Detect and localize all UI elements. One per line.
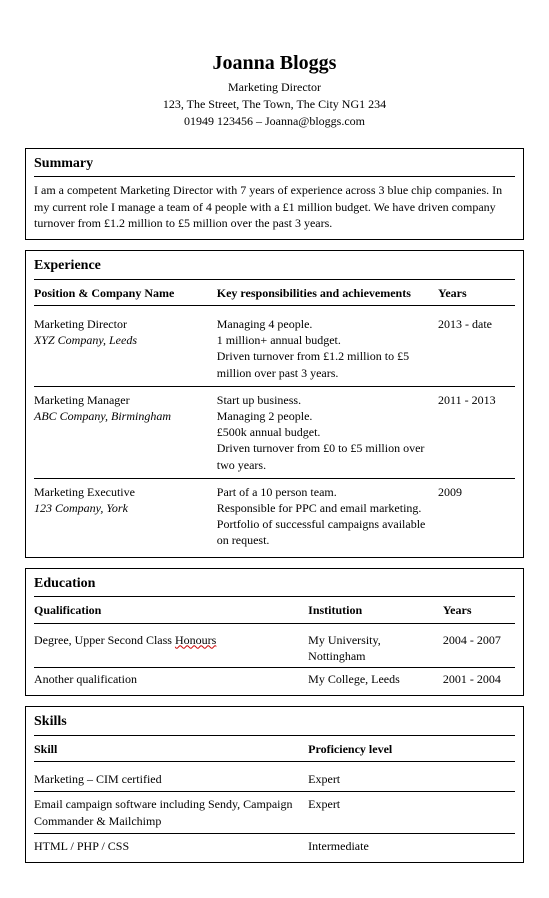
edu-qual-text: Degree, Upper Second Class xyxy=(34,633,175,647)
experience-row: Marketing DirectorXYZ Company, LeedsMana… xyxy=(34,311,515,387)
exp-position: Marketing Director xyxy=(34,316,209,332)
skill-row: Marketing – CIM certifiedExpert xyxy=(34,767,515,792)
skill-level: Expert xyxy=(308,796,515,828)
candidate-address: 123, The Street, The Town, The City NG1 … xyxy=(25,96,524,112)
exp-responsibilities: Managing 4 people.1 million+ annual budg… xyxy=(217,316,438,381)
education-rows: Degree, Upper Second Class HonoursMy Uni… xyxy=(34,629,515,688)
exp-resp-line: Managing 4 people. xyxy=(217,316,430,332)
education-row: Another qualification My College, Leeds20… xyxy=(34,668,515,687)
education-title: Education xyxy=(34,575,515,598)
edu-institution: My University, Nottingham xyxy=(308,632,443,664)
edu-header-qual: Qualification xyxy=(34,602,308,618)
exp-resp-line: Driven turnover from £1.2 million to £5 … xyxy=(217,348,430,380)
edu-qual-text: Another qualification xyxy=(34,672,137,686)
skill-header-skill: Skill xyxy=(34,741,308,757)
summary-section: Summary I am a competent Marketing Direc… xyxy=(25,148,524,240)
exp-position-company: Marketing DirectorXYZ Company, Leeds xyxy=(34,316,217,381)
document-header: Joanna Bloggs Marketing Director 123, Th… xyxy=(25,50,524,130)
skill-name: Marketing – CIM certified xyxy=(34,771,308,787)
skills-section: Skills Skill Proficiency level Marketing… xyxy=(25,706,524,863)
exp-company: XYZ Company, Leeds xyxy=(34,332,209,348)
exp-responsibilities: Part of a 10 person team.Responsible for… xyxy=(217,484,438,549)
candidate-role: Marketing Director xyxy=(25,79,524,95)
exp-position-company: Marketing ManagerABC Company, Birmingham xyxy=(34,392,217,473)
education-section: Education Qualification Institution Year… xyxy=(25,568,524,697)
edu-header-years: Years xyxy=(443,602,515,618)
skill-name: HTML / PHP / CSS xyxy=(34,838,308,854)
exp-position: Marketing Manager xyxy=(34,392,209,408)
skill-name: Email campaign software including Sendy,… xyxy=(34,796,308,828)
exp-resp-line: Portfolio of successful campaigns availa… xyxy=(217,516,430,548)
exp-company: ABC Company, Birmingham xyxy=(34,408,209,424)
experience-title: Experience xyxy=(34,257,515,280)
candidate-name: Joanna Bloggs xyxy=(25,50,524,77)
edu-years: 2004 - 2007 xyxy=(443,632,515,664)
exp-header-resp: Key responsibilities and achievements xyxy=(217,285,438,301)
exp-resp-line: Start up business. xyxy=(217,392,430,408)
exp-resp-line: Driven turnover from £0 to £5 million ov… xyxy=(217,440,430,472)
exp-header-years: Years xyxy=(438,285,515,301)
exp-resp-line: Part of a 10 person team. xyxy=(217,484,430,500)
skill-row: Email campaign software including Sendy,… xyxy=(34,792,515,833)
exp-resp-line: 1 million+ annual budget. xyxy=(217,332,430,348)
edu-qualification: Degree, Upper Second Class Honours xyxy=(34,632,308,664)
exp-position: Marketing Executive xyxy=(34,484,209,500)
experience-row: Marketing Executive123 Company, YorkPart… xyxy=(34,479,515,549)
edu-institution: My College, Leeds xyxy=(308,671,443,687)
exp-years: 2013 - date xyxy=(438,316,515,381)
exp-years: 2009 xyxy=(438,484,515,549)
exp-header-position: Position & Company Name xyxy=(34,285,217,301)
experience-row: Marketing ManagerABC Company, Birmingham… xyxy=(34,387,515,479)
exp-resp-line: Managing 2 people. xyxy=(217,408,430,424)
spellcheck-squiggle: Honours xyxy=(175,633,216,647)
education-row: Degree, Upper Second Class HonoursMy Uni… xyxy=(34,629,515,668)
skills-rows: Marketing – CIM certifiedExpertEmail cam… xyxy=(34,767,515,854)
exp-company: 123 Company, York xyxy=(34,500,209,516)
exp-resp-line: Responsible for PPC and email marketing. xyxy=(217,500,430,516)
skill-row: HTML / PHP / CSSIntermediate xyxy=(34,834,515,854)
candidate-contact: 01949 123456 – Joanna@bloggs.com xyxy=(25,113,524,129)
edu-years: 2001 - 2004 xyxy=(443,671,515,687)
summary-text: I am a competent Marketing Director with… xyxy=(34,182,515,231)
experience-rows: Marketing DirectorXYZ Company, LeedsMana… xyxy=(34,311,515,548)
edu-header-inst: Institution xyxy=(308,602,443,618)
summary-title: Summary xyxy=(34,155,515,178)
skill-header-level: Proficiency level xyxy=(308,741,515,757)
edu-qualification: Another qualification xyxy=(34,671,308,687)
skill-level: Expert xyxy=(308,771,515,787)
experience-section: Experience Position & Company Name Key r… xyxy=(25,250,524,558)
education-headers: Qualification Institution Years xyxy=(34,602,515,623)
exp-responsibilities: Start up business.Managing 2 people.£500… xyxy=(217,392,438,473)
exp-resp-line: £500k annual budget. xyxy=(217,424,430,440)
skills-title: Skills xyxy=(34,713,515,736)
exp-years: 2011 - 2013 xyxy=(438,392,515,473)
skill-level: Intermediate xyxy=(308,838,515,854)
skills-headers: Skill Proficiency level xyxy=(34,741,515,762)
exp-position-company: Marketing Executive123 Company, York xyxy=(34,484,217,549)
experience-headers: Position & Company Name Key responsibili… xyxy=(34,285,515,306)
